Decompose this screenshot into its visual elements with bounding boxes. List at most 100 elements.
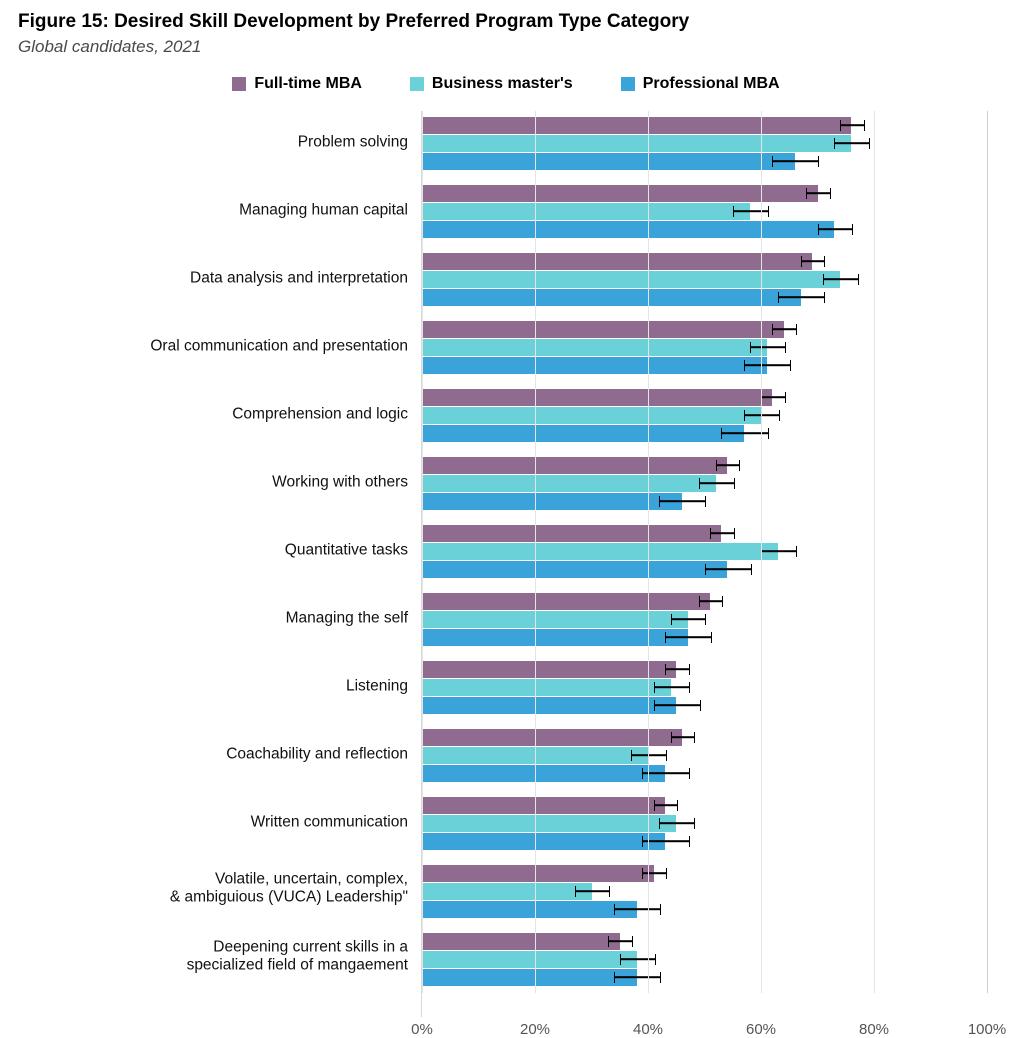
- error-bar: [750, 342, 786, 353]
- bar: [422, 339, 767, 356]
- error-bar: [642, 836, 689, 847]
- category-label: Written communication: [28, 813, 422, 831]
- category-label: Managing human capital: [28, 201, 422, 219]
- category-group: Quantitative tasks: [422, 525, 987, 579]
- legend-swatch: [410, 77, 424, 91]
- error-bar: [823, 274, 859, 285]
- error-bar: [665, 632, 712, 643]
- category-label: Comprehension and logic: [28, 405, 422, 423]
- legend: Full-time MBA Business master's Profession…: [18, 75, 994, 93]
- error-bar: [772, 324, 797, 335]
- error-bar: [671, 732, 696, 743]
- error-bar: [716, 460, 741, 471]
- category-label: Oral communication and presentation: [28, 337, 422, 355]
- x-tick-label: 0%: [411, 1021, 433, 1038]
- bar: [422, 493, 682, 510]
- category-group: Data analysis and interpretation: [422, 253, 987, 307]
- category-label: Volatile, uncertain, complex, & ambiguio…: [28, 870, 422, 906]
- bar: [422, 865, 654, 882]
- x-tick-label: 80%: [859, 1021, 889, 1038]
- error-bar: [654, 682, 690, 693]
- category-label: Data analysis and interpretation: [28, 269, 422, 287]
- bar: [422, 135, 851, 152]
- error-bar: [733, 206, 769, 217]
- bar: [422, 833, 665, 850]
- error-bar: [772, 156, 819, 167]
- error-bar: [614, 904, 661, 915]
- category-group: Managing the self: [422, 593, 987, 647]
- bar: [422, 153, 795, 170]
- bar: [422, 221, 834, 238]
- error-bar: [801, 256, 826, 267]
- bar: [422, 561, 727, 578]
- category-group: Volatile, uncertain, complex, & ambiguio…: [422, 865, 987, 919]
- error-bar: [642, 868, 667, 879]
- category-group: Oral communication and presentation: [422, 321, 987, 375]
- legend-label: Full-time MBA: [254, 75, 362, 93]
- bar: [422, 457, 727, 474]
- bar: [422, 357, 767, 374]
- error-bar: [659, 818, 695, 829]
- category-group: Listening: [422, 661, 987, 715]
- error-bar: [654, 700, 701, 711]
- category-label: Listening: [28, 677, 422, 695]
- bar: [422, 543, 778, 560]
- error-bar: [778, 292, 825, 303]
- error-bar: [761, 392, 786, 403]
- bar: [422, 117, 851, 134]
- figure-subtitle: Global candidates, 2021: [18, 37, 994, 57]
- legend-label: Business master's: [432, 75, 573, 93]
- error-bar: [705, 564, 752, 575]
- bar: [422, 271, 840, 288]
- bar: [422, 425, 744, 442]
- category-group: Comprehension and logic: [422, 389, 987, 443]
- gridline: [987, 111, 988, 993]
- bar: [422, 321, 784, 338]
- error-bar: [834, 138, 870, 149]
- error-bar: [654, 800, 679, 811]
- x-tick-label: 40%: [633, 1021, 663, 1038]
- category-group: Deepening current skills in a specialize…: [422, 933, 987, 987]
- bar: [422, 883, 592, 900]
- bar: [422, 185, 818, 202]
- gridline: [422, 111, 423, 993]
- category-label: Deepening current skills in a specialize…: [28, 938, 422, 974]
- error-bar: [665, 664, 690, 675]
- category-group: Problem solving: [422, 117, 987, 171]
- error-bar: [840, 120, 865, 131]
- bar: [422, 797, 665, 814]
- error-bar: [614, 972, 661, 983]
- legend-item: Professional MBA: [621, 75, 780, 93]
- error-bar: [620, 954, 656, 965]
- category-label: Problem solving: [28, 133, 422, 151]
- error-bar: [710, 528, 735, 539]
- bar: [422, 289, 801, 306]
- bar: [422, 933, 620, 950]
- error-bar: [699, 596, 724, 607]
- bar: [422, 407, 761, 424]
- figure-title: Figure 15: Desired Skill Development by …: [18, 10, 994, 35]
- bar: [422, 765, 665, 782]
- bar: [422, 593, 710, 610]
- legend-item: Full-time MBA: [232, 75, 362, 93]
- bar: [422, 969, 637, 986]
- legend-label: Professional MBA: [643, 75, 780, 93]
- bar: [422, 253, 812, 270]
- legend-swatch: [232, 77, 246, 91]
- error-bar: [671, 614, 707, 625]
- chart: Problem solving Managing human capital Dat…: [26, 111, 986, 1017]
- error-bar: [642, 768, 689, 779]
- category-group: Written communication: [422, 797, 987, 851]
- gridline: [648, 111, 649, 993]
- bar: [422, 203, 750, 220]
- legend-item: Business master's: [410, 75, 573, 93]
- bar: [422, 475, 716, 492]
- bar: [422, 815, 676, 832]
- bar: [422, 679, 671, 696]
- bar: [422, 901, 637, 918]
- bar-rows: Problem solvingManaging human capitalDat…: [422, 111, 987, 987]
- gridline: [535, 111, 536, 993]
- legend-swatch: [621, 77, 635, 91]
- error-bar: [659, 496, 706, 507]
- category-label: Quantitative tasks: [28, 541, 422, 559]
